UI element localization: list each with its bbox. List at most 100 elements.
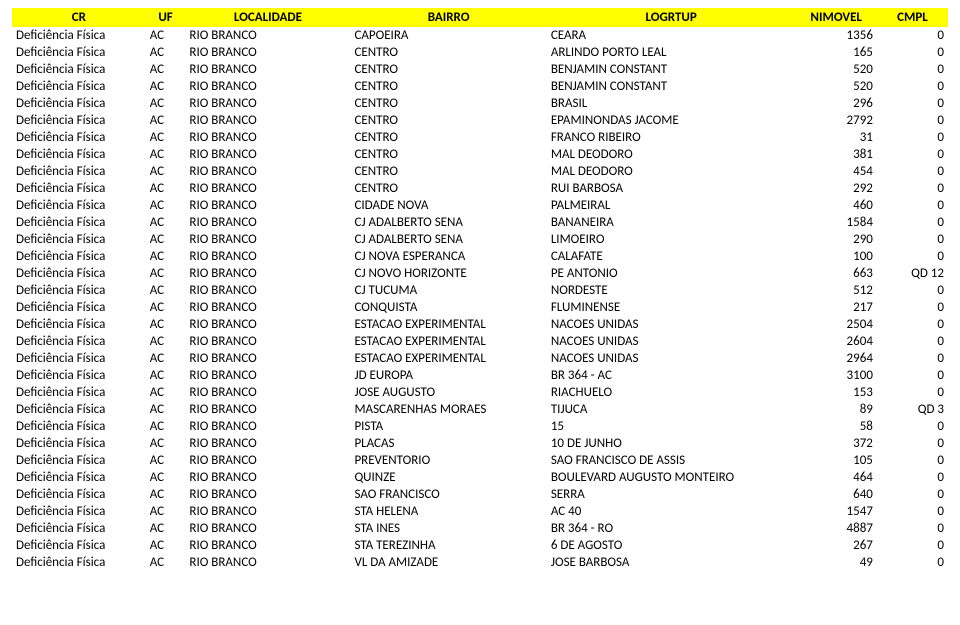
table-row: Deficiência FísicaACRIO BRANCOCJ ADALBER… (12, 214, 948, 231)
table-cell: CENTRO (350, 112, 546, 129)
table-cell: AC (146, 367, 186, 384)
table-cell: 2792 (795, 112, 876, 129)
table-cell: 153 (795, 384, 876, 401)
table-row: Deficiência FísicaACRIO BRANCOCENTROBENJ… (12, 61, 948, 78)
table-cell: SAO FRANCISCO DE ASSIS (547, 452, 796, 469)
table-cell: 2964 (795, 350, 876, 367)
table-cell: NACOES UNIDAS (547, 333, 796, 350)
table-cell: AC (146, 435, 186, 452)
table-cell: RIO BRANCO (185, 520, 350, 537)
table-cell: 267 (795, 537, 876, 554)
table-cell: CJ ADALBERTO SENA (350, 214, 546, 231)
table-cell: AC (146, 316, 186, 333)
table-cell: BRASIL (547, 95, 796, 112)
table-row: Deficiência FísicaACRIO BRANCOCONQUISTAF… (12, 299, 948, 316)
table-cell: RIO BRANCO (185, 333, 350, 350)
table-cell: 464 (795, 469, 876, 486)
table-row: Deficiência FísicaACRIO BRANCOCENTROBENJ… (12, 78, 948, 95)
table-cell: AC (146, 350, 186, 367)
table-cell: NORDESTE (547, 282, 796, 299)
table-cell: 0 (877, 469, 948, 486)
table-row: Deficiência FísicaACRIO BRANCOPLACAS10 D… (12, 435, 948, 452)
table-cell: RIO BRANCO (185, 418, 350, 435)
table-row: Deficiência FísicaACRIO BRANCOCJ TUCUMAN… (12, 282, 948, 299)
table-cell: AC (146, 384, 186, 401)
table-cell: 217 (795, 299, 876, 316)
table-cell: 0 (877, 197, 948, 214)
table-cell: RIO BRANCO (185, 231, 350, 248)
table-cell: ARLINDO PORTO LEAL (547, 44, 796, 61)
table-cell: AC (146, 129, 186, 146)
table-cell: 512 (795, 282, 876, 299)
table-row: Deficiência FísicaACRIO BRANCOCENTROBRAS… (12, 95, 948, 112)
table-cell: MASCARENHAS MORAES (350, 401, 546, 418)
table-cell: Deficiência Física (12, 146, 146, 163)
table-cell: 58 (795, 418, 876, 435)
table-cell: Deficiência Física (12, 333, 146, 350)
table-cell: BR 364 - AC (547, 367, 796, 384)
table-cell: Deficiência Física (12, 503, 146, 520)
table-cell: Deficiência Física (12, 418, 146, 435)
table-cell: AC (146, 44, 186, 61)
table-cell: AC (146, 282, 186, 299)
table-row: Deficiência FísicaACRIO BRANCOCENTROMAL … (12, 163, 948, 180)
table-cell: 0 (877, 214, 948, 231)
table-cell: 0 (877, 333, 948, 350)
table-cell: CENTRO (350, 146, 546, 163)
table-cell: 0 (877, 61, 948, 78)
table-cell: AC (146, 163, 186, 180)
table-cell: BENJAMIN CONSTANT (547, 78, 796, 95)
table-cell: RIO BRANCO (185, 248, 350, 265)
table-cell: Deficiência Física (12, 95, 146, 112)
table-row: Deficiência FísicaACRIO BRANCOCENTROMAL … (12, 146, 948, 163)
table-cell: Deficiência Física (12, 265, 146, 282)
table-cell: AC (146, 78, 186, 95)
table-cell: MAL DEODORO (547, 163, 796, 180)
table-cell: Deficiência Física (12, 112, 146, 129)
table-cell: RIO BRANCO (185, 384, 350, 401)
table-cell: AC (146, 554, 186, 571)
header-cr: CR (12, 8, 146, 27)
table-row: Deficiência FísicaACRIO BRANCOESTACAO EX… (12, 316, 948, 333)
table-cell: AC (146, 469, 186, 486)
table-cell: 0 (877, 27, 948, 44)
table-cell: RIO BRANCO (185, 146, 350, 163)
table-cell: AC (146, 418, 186, 435)
table-body: Deficiência FísicaACRIO BRANCOCAPOEIRACE… (12, 27, 948, 571)
header-nimovel: NIMOVEL (795, 8, 876, 27)
table-cell: ESTACAO EXPERIMENTAL (350, 316, 546, 333)
table-cell: QD 3 (877, 401, 948, 418)
table-row: Deficiência FísicaACRIO BRANCOCENTROARLI… (12, 44, 948, 61)
table-cell: 0 (877, 384, 948, 401)
table-cell: 292 (795, 180, 876, 197)
table-row: Deficiência FísicaACRIO BRANCOVL DA AMIZ… (12, 554, 948, 571)
table-cell: BOULEVARD AUGUSTO MONTEIRO (547, 469, 796, 486)
table-cell: RIO BRANCO (185, 78, 350, 95)
table-row: Deficiência FísicaACRIO BRANCOJD EUROPAB… (12, 367, 948, 384)
table-cell: JOSE BARBOSA (547, 554, 796, 571)
table-cell: Deficiência Física (12, 537, 146, 554)
table-cell: CENTRO (350, 180, 546, 197)
table-cell: AC (146, 214, 186, 231)
table-cell: 0 (877, 95, 948, 112)
table-cell: Deficiência Física (12, 44, 146, 61)
table-cell: 0 (877, 367, 948, 384)
table-cell: AC (146, 146, 186, 163)
table-cell: RIO BRANCO (185, 129, 350, 146)
table-cell: SERRA (547, 486, 796, 503)
table-cell: Deficiência Física (12, 180, 146, 197)
table-cell: NACOES UNIDAS (547, 316, 796, 333)
table-cell: BENJAMIN CONSTANT (547, 61, 796, 78)
table-cell: 3100 (795, 367, 876, 384)
table-cell: 31 (795, 129, 876, 146)
table-cell: CIDADE NOVA (350, 197, 546, 214)
table-cell: AC (146, 95, 186, 112)
table-row: Deficiência FísicaACRIO BRANCOCIDADE NOV… (12, 197, 948, 214)
table-cell: VL DA AMIZADE (350, 554, 546, 571)
table-cell: RIO BRANCO (185, 265, 350, 282)
table-cell: CALAFATE (547, 248, 796, 265)
table-cell: QUINZE (350, 469, 546, 486)
table-cell: AC (146, 537, 186, 554)
table-cell: 0 (877, 180, 948, 197)
table-cell: 372 (795, 435, 876, 452)
